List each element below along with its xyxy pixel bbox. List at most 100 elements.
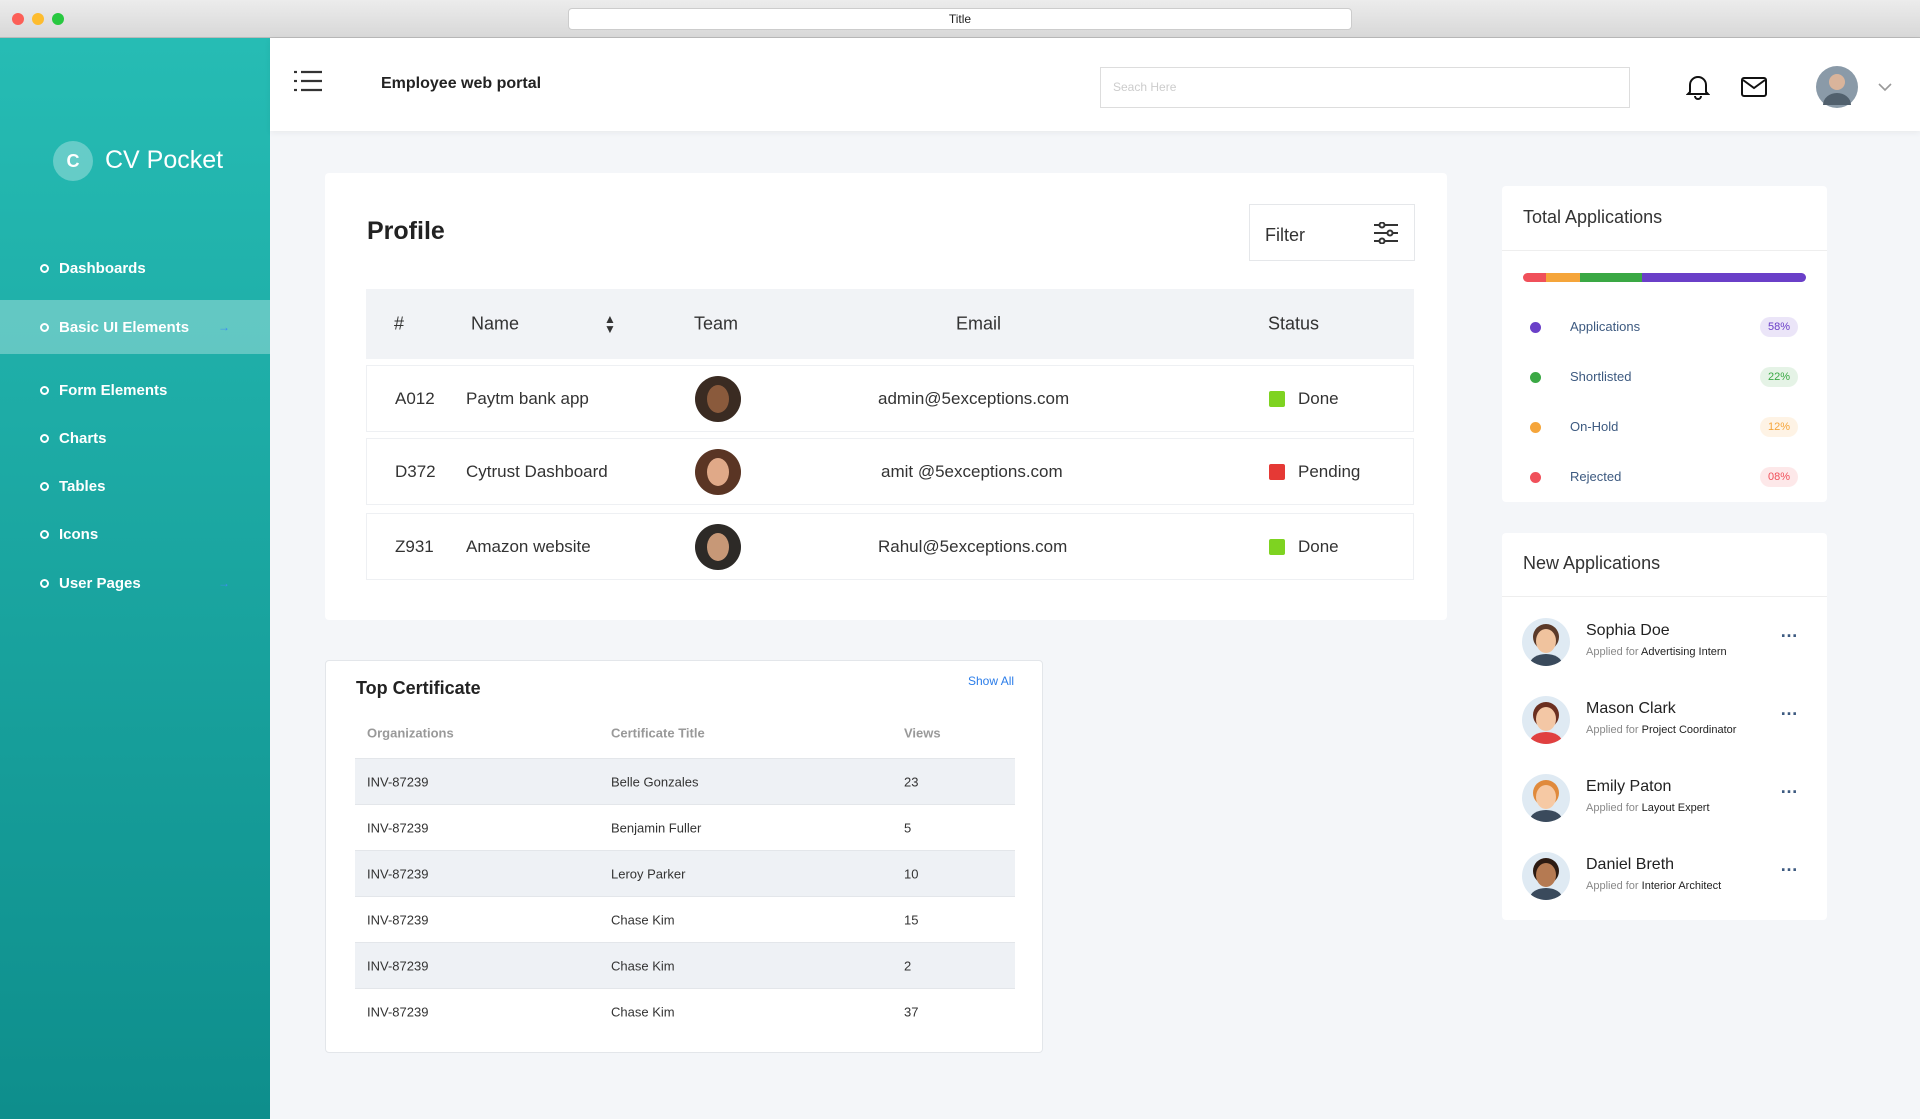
cert-row: INV-87239 Leroy Parker 10 (355, 850, 1015, 896)
search-input[interactable]: Seach Here (1100, 67, 1630, 108)
legend-label: Applications (1570, 319, 1641, 334)
applicant-avatar (1522, 618, 1570, 666)
cert-cell: 10 (904, 866, 919, 881)
menu-item[interactable]: Charts (0, 411, 270, 465)
column-header: Status (1268, 313, 1320, 334)
cert-cell: INV-87239 (367, 774, 429, 789)
menu-bullet (40, 433, 49, 443)
applied-role: Layout Expert (1641, 802, 1710, 814)
row-name: Amazon website (466, 536, 591, 556)
filter-icon (1374, 222, 1398, 244)
applied-for: Applied for (1586, 802, 1639, 814)
menu-bullet (40, 529, 49, 539)
row-name: Cytrust Dashboard (466, 461, 608, 481)
browser-bar: Title (0, 0, 1920, 38)
menu-item[interactable]: Tables (0, 459, 270, 513)
row-id: D372 (395, 461, 436, 481)
menu-bullet (40, 578, 49, 588)
cert-cell: 2 (904, 958, 912, 973)
cert-row: INV-87239 Chase Kim 37 (355, 988, 1015, 1034)
avatar-face (1536, 707, 1556, 731)
window-controls[interactable] (10, 12, 70, 26)
legend-dot (1530, 472, 1541, 483)
applied-for: Applied for (1586, 880, 1639, 892)
cert-cell: INV-87239 (367, 866, 429, 881)
more-options[interactable]: … (1780, 855, 1798, 875)
cert-cell: Chase Kim (611, 1004, 675, 1019)
cert-cell: 15 (904, 912, 919, 927)
applied-role: Project Coordinator (1641, 724, 1737, 736)
row-email: Rahul@5exceptions.com (878, 536, 1068, 556)
filter-button[interactable]: Filter (1249, 204, 1415, 261)
team-avatar (695, 448, 741, 495)
menu-bullet (40, 481, 49, 491)
menu-arrow: → (218, 576, 230, 590)
avatar-body (1530, 654, 1562, 666)
column-header: Name (471, 313, 520, 334)
menu-arrow: → (218, 320, 230, 334)
legend-dot (1530, 422, 1541, 433)
cert-row: INV-87239 Chase Kim 15 (355, 896, 1015, 942)
notification-icon[interactable] (1686, 74, 1710, 100)
menu-item[interactable]: User Pages → (0, 556, 270, 610)
menu-bullet (40, 385, 49, 395)
user-avatar[interactable] (1815, 65, 1895, 109)
more-options[interactable]: … (1780, 699, 1798, 719)
divider (1502, 250, 1827, 251)
show-all-link[interactable]: Show All (968, 674, 1015, 688)
legend-label: Rejected (1570, 469, 1622, 484)
row-email: amit @5exceptions.com (881, 461, 1063, 481)
table-row: A012 Paytm bank app admin@5exceptions.com D… (366, 365, 1414, 432)
status-square (1269, 390, 1285, 407)
certificate-title: Top Certificate (356, 678, 481, 698)
menu-item[interactable]: Icons (0, 507, 270, 561)
cert-cell: INV-87239 (367, 958, 429, 973)
more-options[interactable]: … (1780, 777, 1798, 797)
row-email: admin@5exceptions.com (878, 388, 1070, 408)
legend-dot (1530, 322, 1541, 333)
progress-bar (1523, 273, 1806, 282)
applicant-avatar (1522, 852, 1570, 900)
status-square (1269, 463, 1285, 480)
row-id: A012 (395, 388, 435, 408)
menu-label: Tables (59, 477, 106, 495)
address-bar[interactable]: Title (568, 8, 1352, 30)
percent-badge: 58% (1760, 317, 1798, 337)
menu-label: Dashboards (59, 259, 146, 277)
team-avatar (695, 523, 741, 570)
column-header: # (394, 313, 405, 334)
total-applications-title: Total Applications (1523, 207, 1663, 227)
menu-item[interactable]: Dashboards (0, 241, 270, 295)
applicant-name: Emily Paton (1586, 778, 1672, 795)
row-name: Paytm bank app (466, 388, 589, 408)
applicant-subtitle: Applied for Layout Expert (1586, 802, 1710, 814)
menu-item[interactable]: Form Elements (0, 363, 270, 417)
more-options[interactable]: … (1780, 621, 1798, 641)
menu-toggle[interactable] (294, 70, 324, 92)
avatar-face (1536, 863, 1556, 887)
cert-cell: 23 (904, 774, 919, 789)
applicant-subtitle: Applied for Interior Architect (1586, 880, 1721, 892)
row-id: Z931 (395, 536, 434, 556)
cert-row: INV-87239 Benjamin Fuller 5 (355, 804, 1015, 850)
avatar-body (1530, 732, 1562, 744)
cert-header: Organizations Certificate Title Views (355, 710, 1015, 756)
status-label: Done (1298, 536, 1339, 556)
menu-label: Basic UI Elements (59, 318, 190, 336)
menu-item[interactable]: Basic UI Elements → (0, 300, 270, 354)
avatar-face (707, 384, 729, 413)
percent-badge: 12% (1760, 417, 1798, 437)
cert-cell: Chase Kim (611, 958, 675, 973)
cert-column-header: Certificate Title (611, 725, 705, 741)
mail-icon[interactable] (1741, 77, 1767, 97)
legend-label: Shortlisted (1570, 369, 1632, 384)
legend-dot (1530, 372, 1541, 383)
applicant-name: Mason Clark (1586, 700, 1676, 717)
cert-cell: INV-87239 (367, 912, 429, 927)
cert-cell: Benjamin Fuller (611, 820, 702, 835)
cert-column-header: Organizations (367, 725, 454, 741)
cert-cell: 5 (904, 820, 912, 835)
team-avatar (695, 375, 741, 422)
table-row: Z931 Amazon website Rahul@5exceptions.com D… (366, 513, 1414, 580)
